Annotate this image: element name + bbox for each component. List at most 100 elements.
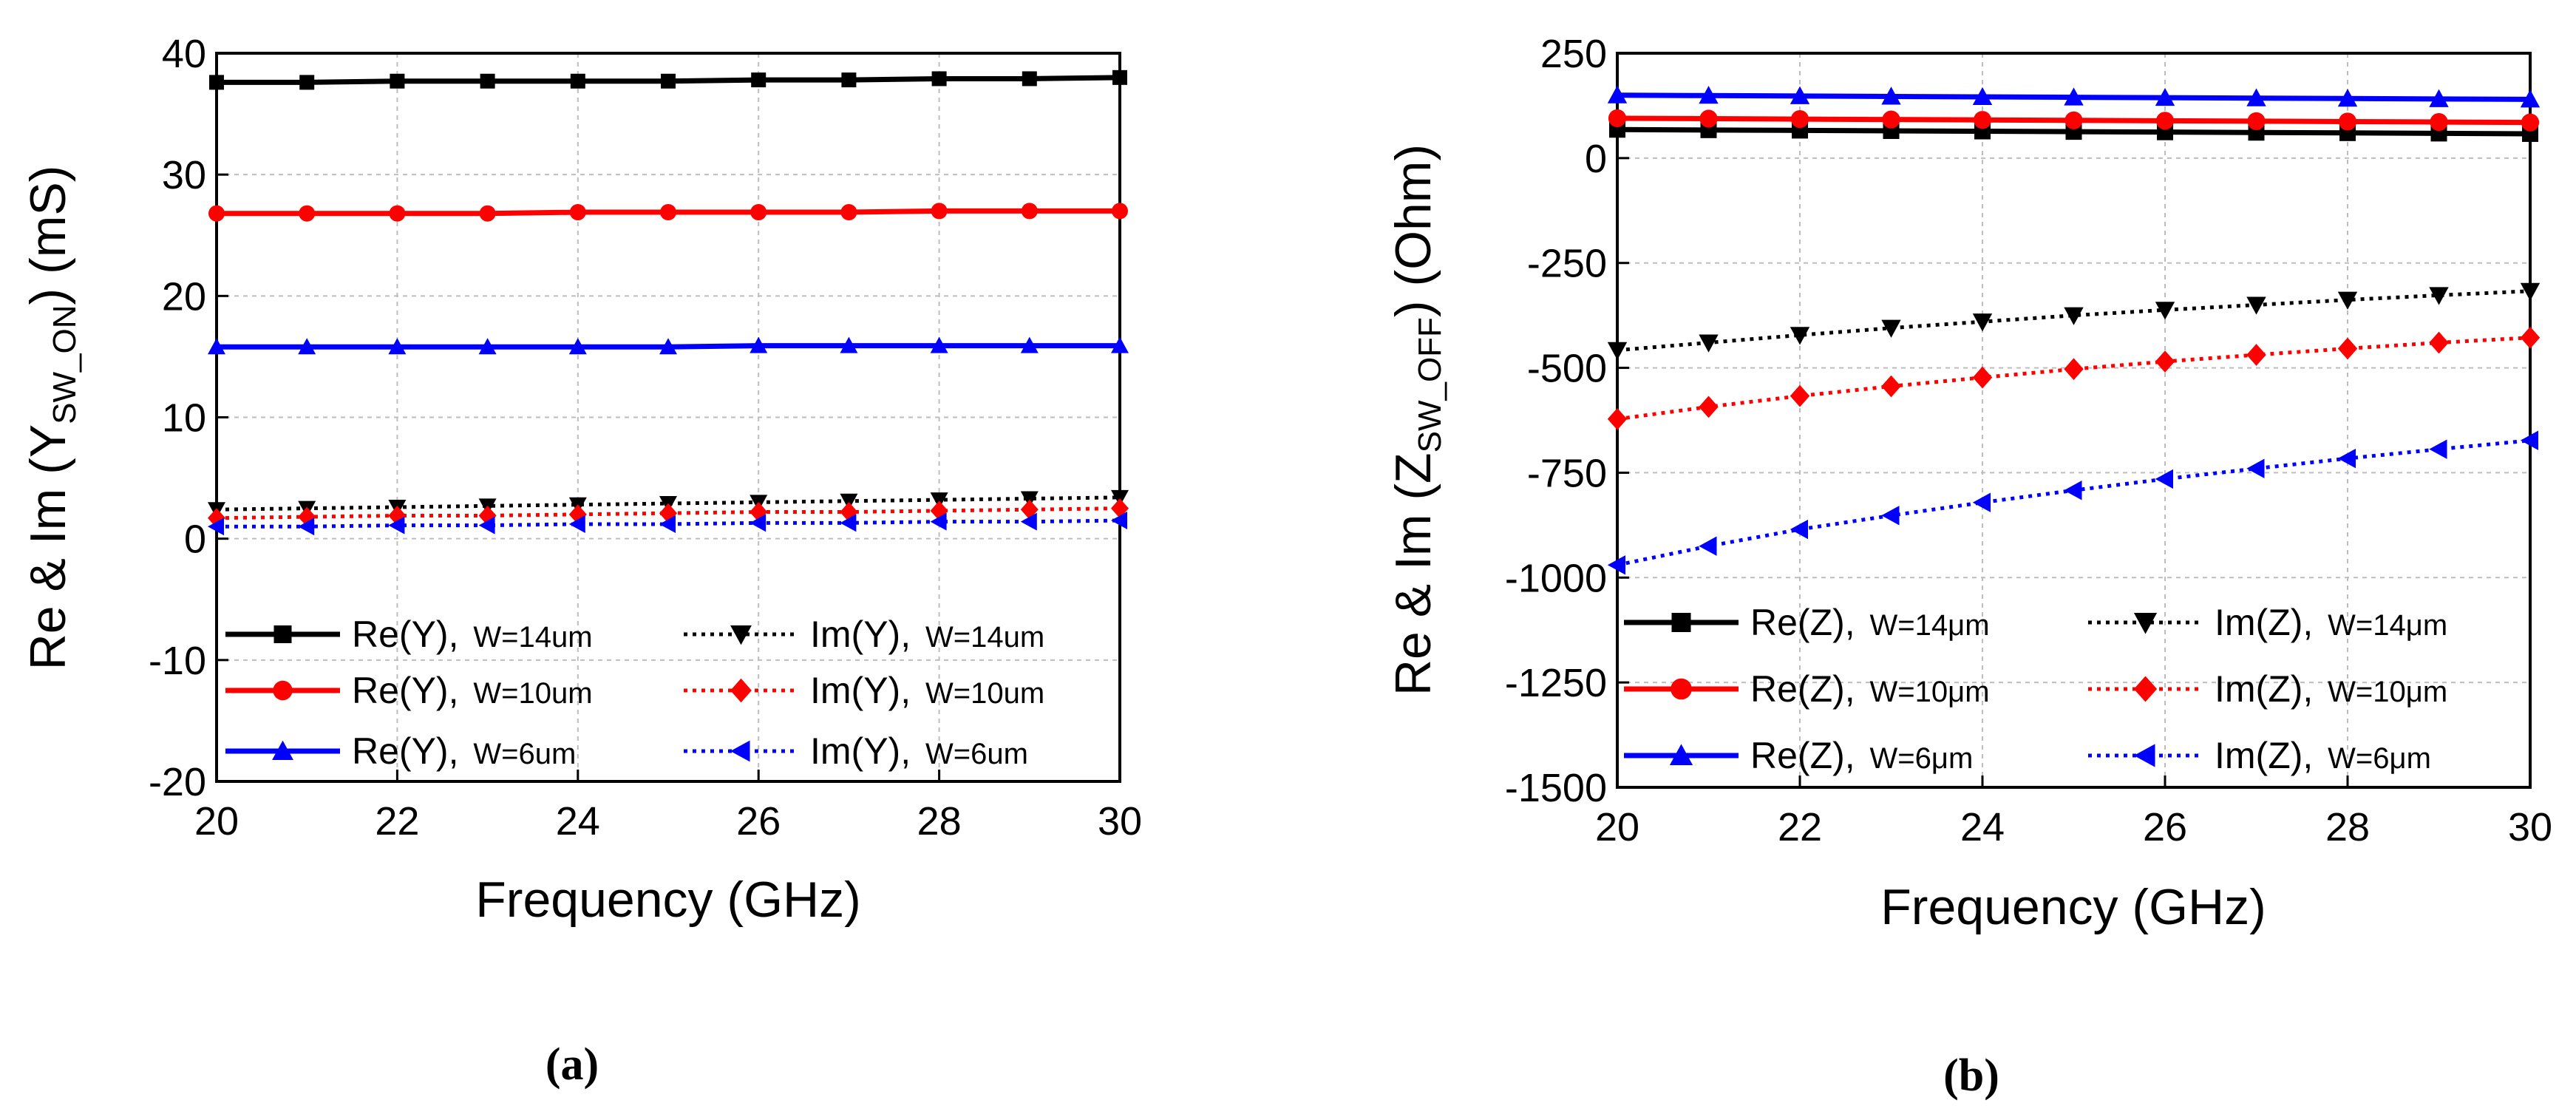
data-point	[2246, 344, 2266, 366]
x-tick-label: 22	[1778, 805, 1822, 849]
x-tick-label: 24	[1960, 805, 2005, 849]
data-point	[750, 514, 767, 532]
data-point	[930, 336, 948, 353]
data-point	[2155, 87, 2175, 106]
legend-series-width: W=10μm	[1870, 676, 1990, 708]
data-point	[840, 204, 857, 221]
x-tick-label: 26	[736, 799, 781, 844]
ticks-a: 20 22 24 26 28 30 -20 -10 0 10 20 30 40	[149, 32, 1142, 844]
y-tick-label: 10	[162, 396, 206, 441]
data-point	[840, 514, 857, 532]
legend-series-width: W=14um	[925, 621, 1044, 654]
y-axis-label-b: Re & Im (ZSW_OFF) (Ohm)	[1385, 144, 1448, 696]
data-point	[1607, 342, 1628, 360]
data-point	[1111, 512, 1127, 530]
legend-entry: Im(Z), W=6μm	[2088, 735, 2431, 776]
data-point	[2520, 89, 2541, 108]
legend-label: Re(Z), W=6μm	[1750, 735, 1973, 776]
data-point	[1972, 86, 1993, 106]
data-point	[2155, 469, 2173, 489]
data-point	[2064, 358, 2084, 381]
data-point	[208, 205, 225, 222]
legend-entry: Re(Y), W=14um	[225, 614, 593, 655]
legend-entry: Re(Y), W=10um	[225, 670, 593, 711]
data-point	[1881, 506, 1900, 526]
data-point	[2337, 448, 2356, 469]
legend-label: Im(Y), W=14um	[810, 614, 1044, 655]
y-tick-label: -750	[1527, 451, 1607, 495]
legend-marker	[1671, 678, 1692, 700]
x-tick-label: 20	[1595, 805, 1639, 849]
data-point	[2429, 89, 2449, 107]
data-point	[931, 203, 948, 220]
legend-series-width: W=14um	[473, 621, 592, 654]
legend-series-width: W=14μm	[1870, 609, 1990, 642]
data-point	[2064, 111, 2083, 129]
data-point	[299, 75, 315, 90]
data-point	[2520, 430, 2538, 450]
data-point	[2429, 331, 2449, 354]
series-Re(Z)-W=10μm	[1608, 109, 2540, 132]
legend-entry: Im(Y), W=14um	[684, 614, 1044, 655]
legend-series-name: Re(Y),	[352, 730, 469, 772]
x-axis-label-b: Frequency (GHz)	[1880, 879, 2266, 935]
legend-label: Im(Y), W=10um	[810, 670, 1044, 711]
legend-series-name: Re(Z),	[1750, 735, 1866, 776]
legend-series-name: Im(Z),	[2215, 735, 2323, 776]
legend-entry: Im(Y), W=6um	[684, 730, 1028, 772]
legend-series-width: W=10um	[473, 677, 592, 710]
data-point	[1112, 203, 1128, 220]
legend-series-name: Re(Z),	[1750, 668, 1866, 710]
x-axis-label-a: Frequency (GHz)	[475, 872, 860, 928]
data-point	[2337, 337, 2358, 360]
data-point	[2246, 296, 2266, 315]
data-point	[659, 515, 676, 533]
legend-series-width: W=10μm	[2328, 676, 2447, 708]
series-Im(Z)-W=14μm	[1607, 282, 2541, 360]
y-tick-label: -1250	[1505, 661, 1607, 705]
data-point	[2337, 291, 2358, 310]
legend-marker	[272, 740, 293, 760]
data-point	[930, 492, 948, 509]
data-point	[1790, 384, 1810, 407]
legend-label: Re(Z), W=10μm	[1750, 668, 1990, 710]
legend-series-width: W=6um	[925, 738, 1028, 770]
data-point	[2155, 112, 2175, 130]
series-line	[1617, 336, 2531, 421]
legend-entry: Im(Z), W=14μm	[2088, 602, 2447, 643]
y-tick-label: -500	[1527, 347, 1607, 391]
data-point	[1607, 407, 1628, 430]
data-point	[389, 205, 406, 222]
legend-series-width: W=6μm	[1870, 742, 1974, 775]
series-Re(Y)-W=14um	[209, 69, 1127, 90]
data-point	[1111, 489, 1129, 506]
legend-series-name: Im(Z),	[2215, 668, 2323, 710]
series-b	[1607, 85, 2541, 575]
data-point	[479, 205, 496, 222]
data-point	[1790, 86, 1810, 104]
data-point	[570, 73, 585, 89]
data-point	[1699, 396, 1719, 418]
data-point	[1790, 109, 1809, 129]
data-point	[931, 71, 947, 86]
data-point	[568, 515, 585, 533]
data-point	[1112, 69, 1127, 85]
data-point	[478, 516, 495, 534]
data-point	[299, 205, 316, 222]
data-point	[1790, 519, 1808, 540]
legend-marker	[730, 625, 752, 645]
legend-marker	[2133, 676, 2158, 702]
data-point	[2155, 350, 2175, 373]
legend-entry: Re(Z), W=14μm	[1624, 602, 1990, 643]
data-point	[2520, 326, 2541, 349]
legend-label: Re(Z), W=14μm	[1750, 602, 1990, 643]
data-point	[2246, 88, 2266, 106]
data-point	[2338, 112, 2357, 131]
data-point	[569, 204, 586, 221]
data-point	[1022, 71, 1037, 86]
y-tick-label: 30	[162, 153, 206, 197]
data-point	[751, 72, 767, 88]
legend-series-width: W=10um	[925, 677, 1044, 710]
